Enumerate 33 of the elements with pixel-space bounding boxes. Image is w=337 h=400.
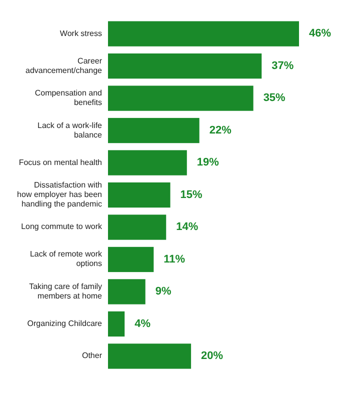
data-label: 9% (155, 286, 172, 298)
y-tick-label: Dissatisfaction with how employer has been handling the pandemic (17, 180, 102, 209)
data-label: 15% (180, 188, 203, 201)
bar (108, 311, 125, 337)
bar (108, 279, 146, 304)
y-tick-label: Lack of remote work options (30, 250, 103, 268)
bar (108, 150, 187, 176)
bar (108, 53, 262, 79)
y-tick-label: Organizing Childcare (27, 319, 103, 328)
bar (108, 21, 299, 46)
y-tick-label: Focus on mental health (18, 158, 102, 167)
bar (108, 182, 170, 208)
data-label: 22% (209, 124, 232, 136)
data-label: 19% (196, 156, 220, 169)
data-label: 4% (134, 318, 151, 330)
y-tick-label: Lack of a work-life balance (38, 120, 103, 140)
bar (108, 246, 154, 272)
data-label: 14% (176, 221, 198, 234)
data-label: 11% (164, 253, 186, 266)
bar (108, 86, 254, 111)
bar (108, 344, 192, 369)
y-tick-label: Other (82, 351, 102, 360)
data-label: 35% (263, 92, 286, 104)
y-tick-label: Work stress (60, 28, 102, 38)
y-tick-label: Compensation and benefits (34, 88, 102, 108)
bar (108, 214, 166, 240)
y-tick-label: Taking care of family members at home (29, 282, 103, 301)
y-tick-label: Career advancement/change (26, 56, 103, 75)
bar (108, 118, 200, 144)
data-label: 46% (309, 28, 332, 40)
data-label: 20% (201, 350, 224, 362)
y-tick-label: Long commute to work (21, 222, 103, 232)
data-label: 37% (272, 60, 294, 72)
